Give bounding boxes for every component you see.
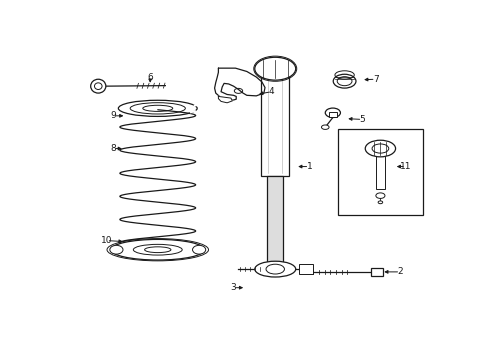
Ellipse shape	[110, 245, 123, 254]
Bar	[375, 155, 384, 189]
Bar	[261, 76, 289, 176]
Text: 11: 11	[399, 162, 411, 171]
Text: 6: 6	[147, 73, 153, 82]
Bar	[328, 112, 336, 117]
Bar	[267, 176, 283, 268]
Polygon shape	[214, 68, 264, 100]
Text: 4: 4	[268, 87, 274, 96]
Ellipse shape	[365, 140, 395, 157]
Text: 8: 8	[110, 144, 116, 153]
Text: 3: 3	[230, 283, 236, 292]
Ellipse shape	[332, 74, 355, 88]
Text: 2: 2	[397, 267, 402, 276]
Bar	[299, 264, 312, 274]
Text: 10: 10	[101, 236, 112, 245]
Text: 1: 1	[306, 162, 312, 171]
Ellipse shape	[90, 79, 105, 93]
Ellipse shape	[325, 108, 340, 117]
Ellipse shape	[254, 57, 295, 80]
Text: 7: 7	[372, 75, 378, 84]
Text: 9: 9	[110, 111, 116, 120]
Bar	[337, 129, 422, 215]
Ellipse shape	[377, 201, 382, 204]
Ellipse shape	[111, 239, 204, 260]
Ellipse shape	[254, 261, 295, 277]
Polygon shape	[218, 96, 232, 103]
Bar	[370, 268, 383, 276]
Ellipse shape	[192, 245, 205, 254]
Ellipse shape	[321, 125, 328, 129]
Text: 5: 5	[359, 115, 365, 124]
